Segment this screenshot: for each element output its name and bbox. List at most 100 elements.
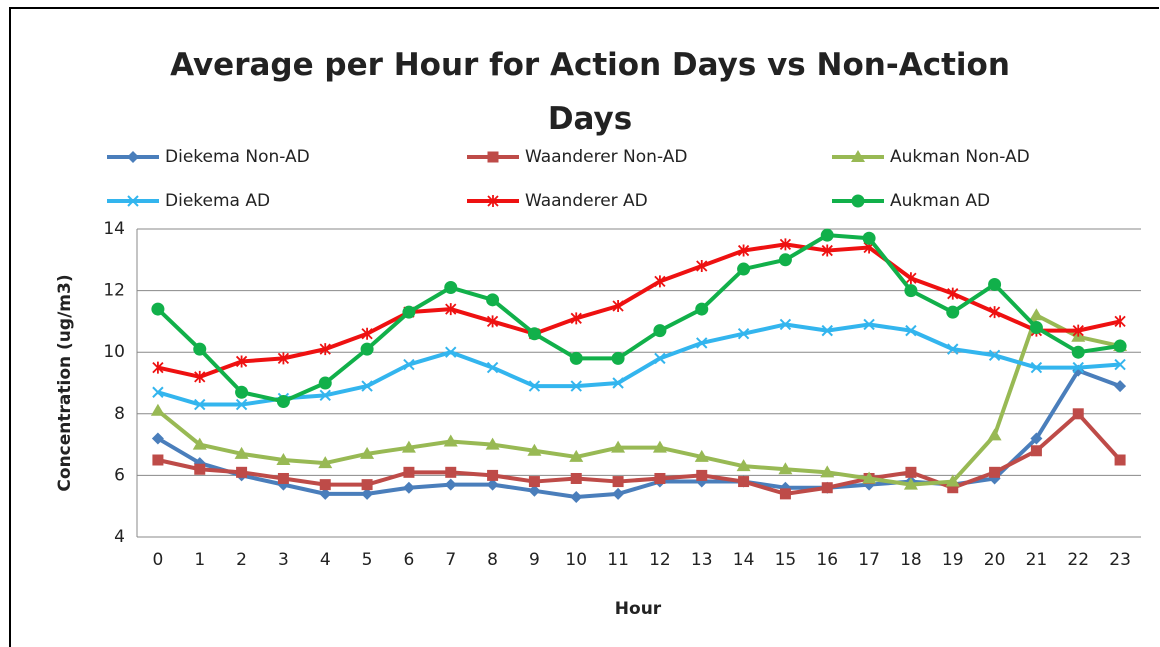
- marker: [947, 482, 959, 494]
- marker: [444, 281, 458, 295]
- legend-label: Aukman Non-AD: [890, 147, 1030, 167]
- x-tick-label: 14: [733, 550, 755, 570]
- legend-label: Waanderer Non-AD: [525, 147, 687, 167]
- x-tick-label: 17: [858, 550, 880, 570]
- legend-label: Diekema Non-AD: [165, 147, 310, 167]
- series-line: [157, 242, 1121, 379]
- series-line: [157, 411, 1122, 496]
- marker: [150, 403, 165, 416]
- marker: [152, 386, 164, 398]
- marker: [821, 244, 833, 257]
- x-tick-label: 4: [320, 550, 331, 570]
- marker: [194, 370, 206, 383]
- x-tick-label: 20: [984, 550, 1006, 570]
- marker: [152, 361, 164, 374]
- marker: [779, 318, 792, 331]
- marker: [151, 302, 165, 316]
- marker: [276, 453, 291, 465]
- marker: [361, 327, 373, 340]
- legend-marker: [487, 151, 499, 163]
- x-tick-label: 18: [900, 550, 922, 570]
- marker: [528, 484, 541, 497]
- marker: [612, 476, 624, 488]
- chart-title: Average per Hour for Action Days vs Non-…: [170, 47, 1010, 137]
- marker: [1029, 321, 1043, 335]
- y-tick-label: 14: [103, 219, 125, 239]
- x-axis-label: Hour: [615, 599, 662, 619]
- x-tick-label: 19: [942, 550, 964, 570]
- marker: [987, 428, 1002, 441]
- legend-marker: [127, 151, 139, 163]
- x-tick-label: 11: [607, 550, 629, 570]
- marker: [779, 238, 792, 251]
- marker: [319, 487, 332, 500]
- marker: [653, 324, 667, 338]
- marker: [654, 352, 666, 365]
- marker: [360, 446, 375, 459]
- frame: [9, 7, 1159, 647]
- x-tick-label: 8: [487, 550, 498, 570]
- marker: [612, 487, 625, 500]
- marker: [611, 440, 626, 453]
- y-tick-label: 12: [103, 281, 125, 301]
- marker: [319, 479, 331, 491]
- marker: [235, 398, 248, 411]
- series-line: [157, 322, 1121, 407]
- legend-marker: [851, 194, 865, 208]
- marker: [696, 337, 708, 349]
- x-tick-label: 21: [1026, 550, 1048, 570]
- marker: [820, 465, 835, 478]
- marker: [736, 459, 751, 472]
- x-tick-label: 9: [529, 550, 540, 570]
- marker: [570, 472, 582, 484]
- marker: [485, 437, 500, 450]
- marker: [192, 437, 207, 450]
- marker: [194, 463, 206, 475]
- legend-label: Diekema AD: [165, 191, 270, 211]
- marker: [527, 443, 542, 456]
- x-tick-label: 10: [565, 550, 587, 570]
- x-tick-label: 16: [816, 550, 838, 570]
- x-tick-label: 13: [691, 550, 713, 570]
- marker: [905, 272, 917, 285]
- y-tick-label: 8: [114, 404, 125, 424]
- marker: [654, 472, 666, 484]
- legend-label: Aukman AD: [890, 191, 990, 211]
- marker: [235, 355, 248, 368]
- series-line: [156, 233, 1121, 404]
- marker: [445, 303, 457, 316]
- marker: [152, 454, 164, 466]
- marker: [989, 466, 1001, 478]
- marker: [947, 287, 959, 300]
- marker: [151, 432, 164, 445]
- marker: [486, 293, 500, 307]
- marker: [820, 228, 834, 242]
- marker: [401, 440, 416, 453]
- series-line: [156, 313, 1121, 487]
- marker: [486, 478, 499, 491]
- series: [150, 308, 1128, 490]
- marker: [737, 262, 751, 276]
- marker: [905, 324, 917, 337]
- x-tick-label: 23: [1109, 550, 1131, 570]
- x-tick-label: 6: [404, 550, 415, 570]
- marker: [127, 195, 139, 207]
- marker: [570, 380, 582, 392]
- x-tick-label: 1: [194, 550, 205, 570]
- marker: [904, 284, 918, 298]
- marker: [361, 479, 373, 491]
- marker: [738, 476, 750, 488]
- marker: [694, 449, 709, 462]
- marker: [318, 456, 333, 469]
- marker: [236, 466, 248, 478]
- series: [151, 228, 1127, 408]
- x-tick-label: 22: [1067, 550, 1089, 570]
- series: [152, 238, 1126, 383]
- marker: [277, 352, 290, 365]
- marker: [445, 466, 457, 478]
- marker: [486, 361, 499, 374]
- marker: [1072, 361, 1084, 374]
- marker: [1113, 339, 1127, 353]
- x-tick-label: 7: [445, 550, 456, 570]
